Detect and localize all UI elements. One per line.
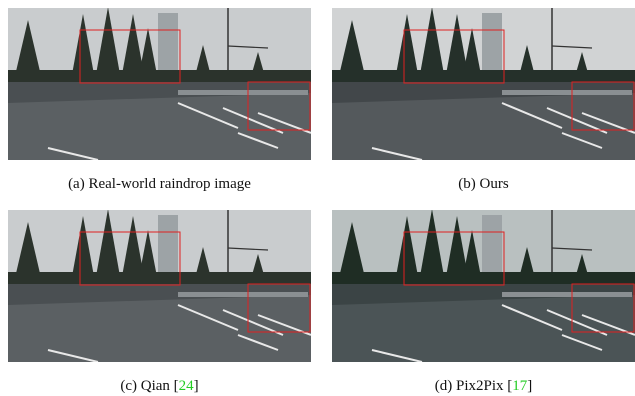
parking-curb <box>178 292 308 297</box>
parking-curb <box>502 90 632 95</box>
citation-number[interactable]: 17 <box>512 378 527 394</box>
caption-label: (a) <box>68 176 85 192</box>
panel: (b) Ours <box>332 8 635 193</box>
panel: (c) Qian [24] <box>8 210 311 395</box>
building <box>158 13 178 78</box>
caption: (a) Real-world raindrop image <box>8 176 311 193</box>
citation-bracket: ] <box>527 378 532 394</box>
caption-label: (c) <box>120 378 137 394</box>
citation-number[interactable]: 24 <box>179 378 194 394</box>
parking-curb <box>502 292 632 297</box>
photo <box>332 210 635 362</box>
caption: (b) Ours <box>332 176 635 193</box>
hedge <box>8 272 311 284</box>
caption-label: (d) <box>435 378 453 394</box>
citation-bracket: ] <box>194 378 199 394</box>
building <box>482 13 502 78</box>
caption-text: Ours <box>480 176 509 192</box>
caption-label: (b) <box>458 176 476 192</box>
caption-text: Pix2Pix <box>456 378 504 394</box>
building <box>158 215 178 280</box>
hedge <box>8 70 311 82</box>
caption: (d) Pix2Pix [17] <box>332 378 635 395</box>
figure: (a) Real-world raindrop image (b) Ours (… <box>0 0 635 396</box>
hedge <box>332 70 635 82</box>
photo <box>8 210 311 362</box>
photo <box>8 8 311 160</box>
building <box>482 215 502 280</box>
photo <box>332 8 635 160</box>
caption-text: Qian <box>141 378 170 394</box>
hedge <box>332 272 635 284</box>
caption: (c) Qian [24] <box>8 378 311 395</box>
parking-curb <box>178 90 308 95</box>
panel: (d) Pix2Pix [17] <box>332 210 635 395</box>
panel: (a) Real-world raindrop image <box>8 8 311 193</box>
caption-text: Real-world raindrop image <box>88 176 250 192</box>
